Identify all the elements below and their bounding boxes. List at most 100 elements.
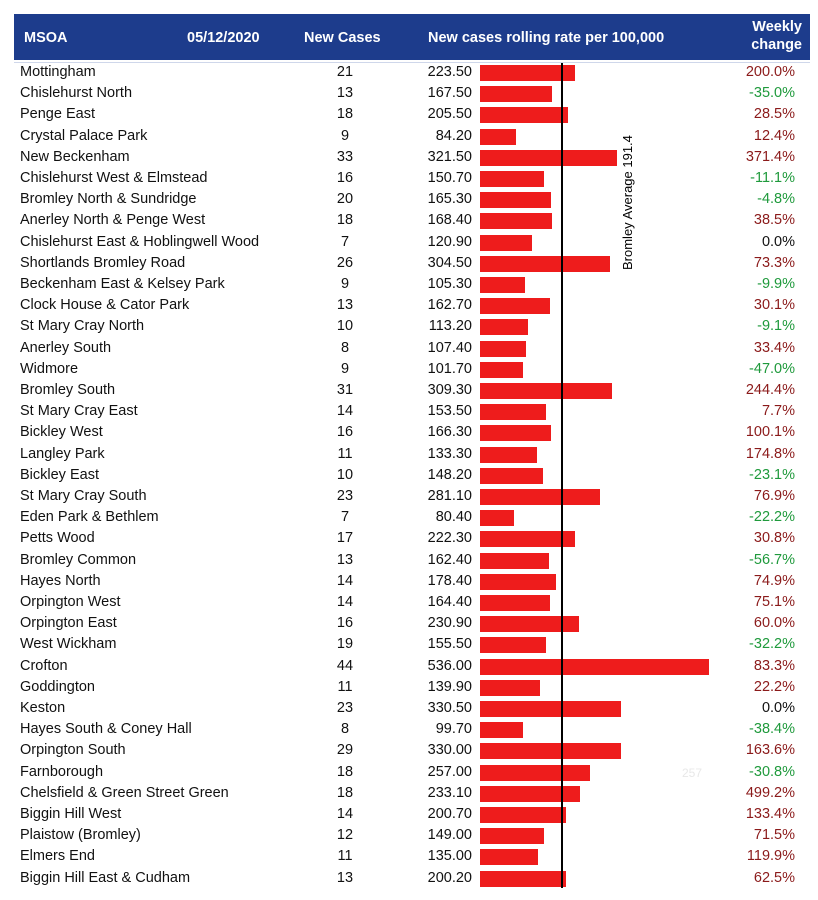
rate-value: 162.40 xyxy=(427,551,472,568)
rate-bar xyxy=(480,849,538,866)
weekly-change-value: 163.6% xyxy=(745,742,795,759)
msoa-name: Chislehurst West & Elmstead xyxy=(20,170,208,186)
rate-value: 105.30 xyxy=(427,276,472,292)
msoa-name: Bromley South xyxy=(20,382,116,398)
msoa-name: Hayes North xyxy=(20,572,101,589)
table-row: Penge East 18 205.50 28.5% xyxy=(0,105,818,126)
msoa-name: St Mary Cray North xyxy=(20,318,145,335)
table-row: Bickley East 10 148.20 -23.1% xyxy=(0,466,818,487)
msoa-name: Goddington xyxy=(20,678,95,695)
msoa-name: St Mary Cray South xyxy=(20,488,147,504)
table-row: St Mary Cray East 14 153.50 7.7% xyxy=(0,402,818,423)
rate-bar xyxy=(480,828,544,845)
rate-value: 257.00 xyxy=(427,763,472,780)
new-cases-value: 13 xyxy=(336,551,354,568)
table-row: Langley Park 11 133.30 174.8% xyxy=(0,445,818,466)
weekly-change-value: -23.1% xyxy=(749,466,795,483)
table-row: New Beckenham 33 321.50 371.4% xyxy=(0,148,818,169)
msoa-name: Penge East xyxy=(20,106,95,123)
rate-value: 166.30 xyxy=(427,424,472,441)
table-row: Shortlands Bromley Road 26 304.50 73.3% xyxy=(0,254,818,275)
weekly-change-value: -56.7% xyxy=(749,551,795,568)
table-row: St Mary Cray North 10 113.20 -9.1% xyxy=(0,317,818,338)
table-row: Chelsfield & Green Street Green 18 233.10 4… xyxy=(0,784,818,805)
rate-bar xyxy=(480,870,566,887)
rate-value: 84.20 xyxy=(435,127,472,144)
header-rolling-rate: New cases rolling rate per 100,000 xyxy=(428,30,665,46)
table-row: Bickley West 16 166.30 100.1% xyxy=(0,423,818,444)
msoa-name: Clock House & Cator Park xyxy=(20,297,190,314)
table-row: Orpington West 14 164.40 75.1% xyxy=(0,593,818,614)
rate-value: 321.50 xyxy=(427,148,472,165)
msoa-name: Crofton xyxy=(20,657,68,674)
table-row: Anerley North & Penge West 18 168.40 38.5% xyxy=(0,211,818,232)
weekly-change-value: 100.1% xyxy=(745,424,795,441)
rate-bar xyxy=(480,340,526,357)
rate-bar xyxy=(480,658,709,675)
table-row: Clock House & Cator Park 13 162.70 30.1% xyxy=(0,296,818,317)
new-cases-value: 11 xyxy=(337,445,353,462)
header-date: 05/12/2020 xyxy=(187,30,260,46)
rate-bar xyxy=(480,489,601,505)
new-cases-value: 13 xyxy=(336,297,354,314)
table-row: Elmers End 11 135.00 119.9% xyxy=(0,847,818,868)
rate-bar xyxy=(480,86,552,103)
header-msoa: MSOA xyxy=(24,30,68,46)
new-cases-value: 13 xyxy=(336,85,354,102)
new-cases-value: 23 xyxy=(336,700,354,716)
rate-bar xyxy=(480,701,622,717)
rate-bar xyxy=(480,277,525,293)
weekly-change-value: -38.4% xyxy=(749,721,795,738)
table-row: Goddington 11 139.90 22.2% xyxy=(0,678,818,699)
weekly-change-value: 0.0% xyxy=(761,700,795,716)
msoa-name: St Mary Cray East xyxy=(20,403,138,420)
weekly-change-value: 71.5% xyxy=(753,827,795,844)
msoa-name: Bickley West xyxy=(20,424,103,441)
weekly-change-value: -4.8% xyxy=(757,191,795,208)
weekly-change-value: 75.1% xyxy=(753,594,795,610)
msoa-name: Anerley North & Penge West xyxy=(20,212,206,229)
new-cases-value: 10 xyxy=(336,318,354,335)
weekly-change-value: 499.2% xyxy=(745,784,795,801)
rate-bar xyxy=(480,743,621,760)
rate-value: 200.20 xyxy=(427,869,472,886)
weekly-change-value: 7.7% xyxy=(761,403,795,420)
new-cases-value: 14 xyxy=(336,572,354,589)
rate-value: 133.30 xyxy=(427,445,472,462)
rate-value: 120.90 xyxy=(427,233,472,250)
rate-bar xyxy=(480,361,524,378)
msoa-name: Hayes South & Coney Hall xyxy=(20,721,192,738)
rate-bar xyxy=(480,128,516,145)
msoa-name: Bickley East xyxy=(20,466,99,483)
table-row: Hayes North 14 178.40 74.9% xyxy=(0,572,818,593)
new-cases-value: 8 xyxy=(340,721,350,738)
table-row: Plaistow (Bromley) 12 149.00 71.5% xyxy=(0,826,818,847)
new-cases-value: 23 xyxy=(336,488,354,504)
table-row: Chislehurst East & Hoblingwell Wood 7 120.… xyxy=(0,233,818,254)
msoa-name: Petts Wood xyxy=(20,530,95,547)
table-row: Chislehurst North 13 167.50 -35.0% xyxy=(0,84,818,105)
msoa-name: Beckenham East & Kelsey Park xyxy=(20,276,225,292)
table-row: Petts Wood 17 222.30 30.8% xyxy=(0,529,818,550)
msoa-name: Orpington South xyxy=(20,742,126,759)
new-cases-value: 29 xyxy=(336,742,354,759)
table-row: Chislehurst West & Elmstead 16 150.70 -11.1… xyxy=(0,169,818,190)
msoa-name: Biggin Hill East & Cudham xyxy=(20,869,191,886)
weekly-change-value: 30.1% xyxy=(753,297,795,314)
rate-bar xyxy=(480,383,613,399)
weekly-change-value: 73.3% xyxy=(753,254,795,271)
rate-value: 223.50 xyxy=(427,64,472,80)
new-cases-value: 10 xyxy=(336,466,354,483)
new-cases-value: 14 xyxy=(336,403,354,420)
table-row: Hayes South & Coney Hall 8 99.70 -38.4% xyxy=(0,720,818,741)
weekly-change-value: 12.4% xyxy=(753,127,795,144)
weekly-change-value: 0.0% xyxy=(761,233,795,250)
table-row: Biggin Hill East & Cudham 13 200.20 62.5% xyxy=(0,869,818,890)
msoa-name: Shortlands Bromley Road xyxy=(20,254,186,271)
table-row: Anerley South 8 107.40 33.4% xyxy=(0,339,818,360)
faint-value-label: 257 xyxy=(682,766,703,780)
new-cases-value: 19 xyxy=(336,636,354,653)
header-new-cases: New Cases xyxy=(304,30,381,46)
new-cases-value: 14 xyxy=(336,594,354,610)
new-cases-value: 9 xyxy=(340,276,350,292)
